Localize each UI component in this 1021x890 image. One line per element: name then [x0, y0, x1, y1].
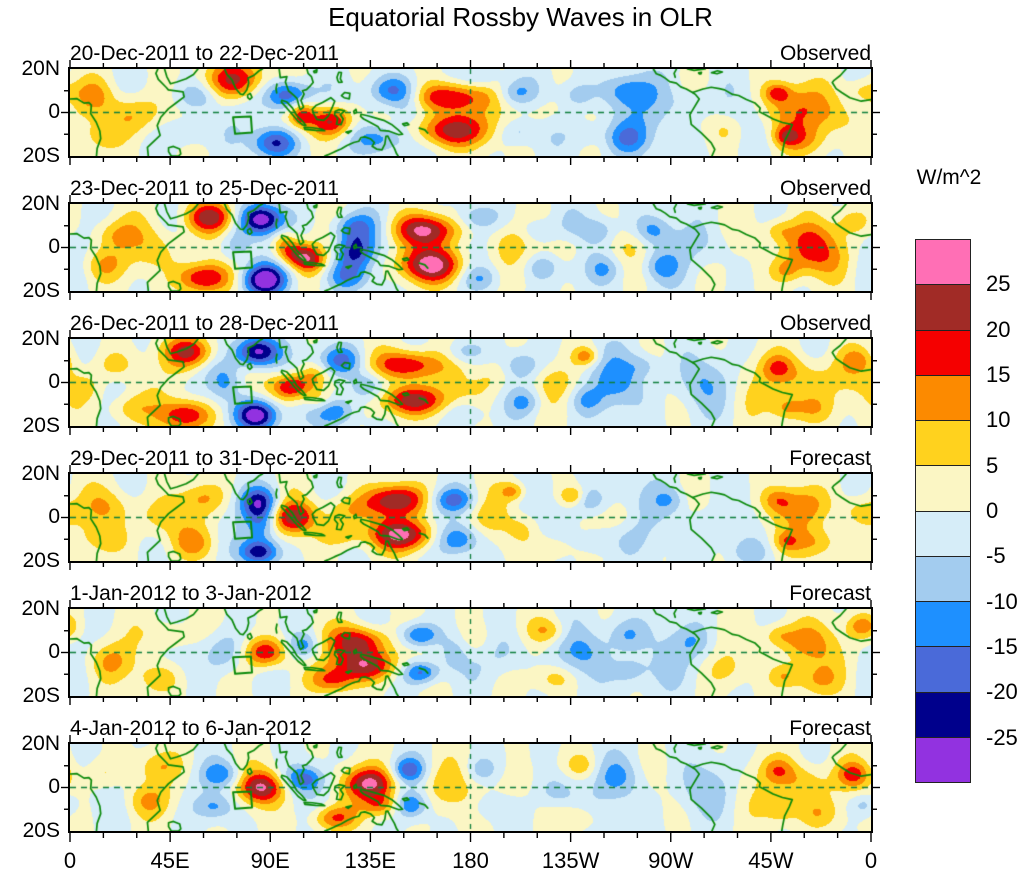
map-panel-6: 4-Jan-2012 to 6-Jan-2012 Forecast 20N 0 … — [0, 717, 1021, 842]
colorbar-cell — [915, 374, 971, 421]
date-range-label: 20-Dec-2011 to 22-Dec-2011 — [70, 42, 339, 65]
y-axis-label-0: 0 — [48, 370, 60, 393]
colorbar-tick-label: -10 — [986, 588, 1018, 614]
y-axis-label-20n: 20N — [21, 462, 60, 485]
colorbar-tick-label: 25 — [986, 271, 1011, 297]
y-axis-label-0: 0 — [48, 775, 60, 798]
colorbar-cell — [915, 284, 971, 331]
date-range-label: 26-Dec-2011 to 28-Dec-2011 — [70, 312, 339, 335]
y-axis-label-0: 0 — [48, 235, 60, 258]
x-axis-tick-label: 45W — [748, 848, 794, 873]
x-axis-tick-label: 90E — [250, 848, 290, 873]
x-axis-tick-label: 90W — [648, 848, 694, 873]
date-range-label: 1-Jan-2012 to 3-Jan-2012 — [70, 582, 312, 605]
colorbar-cell — [915, 420, 971, 467]
map-canvas — [70, 744, 871, 831]
colorbar-tick-label: -25 — [986, 724, 1018, 750]
colorbar-tick-label: -5 — [986, 543, 1006, 569]
y-axis-label-0: 0 — [48, 505, 60, 528]
y-axis-label-20s: 20S — [22, 414, 60, 437]
y-axis-label-20s: 20S — [22, 549, 60, 572]
y-axis-label-20s: 20S — [22, 279, 60, 302]
x-axis-tick-label: 45E — [150, 848, 190, 873]
date-range-label: 23-Dec-2011 to 25-Dec-2011 — [70, 177, 339, 200]
x-axis-tick-label: 0 — [63, 848, 77, 873]
colorbar-cell — [915, 329, 971, 376]
colorbar-cell — [915, 736, 971, 783]
x-axis-tick-label: 0 — [864, 848, 878, 873]
colorbar-cell — [915, 510, 971, 557]
map-canvas — [70, 69, 871, 156]
chart-title: Equatorial Rossby Waves in OLR — [328, 2, 713, 32]
map-panel-2: 23-Dec-2011 to 25-Dec-2011 Observed 20N … — [0, 177, 1021, 302]
status-label: Observed — [779, 177, 871, 200]
date-range-label: 4-Jan-2012 to 6-Jan-2012 — [70, 717, 312, 740]
colorbar-tick-label: -15 — [986, 634, 1018, 659]
status-label: Forecast — [789, 717, 871, 740]
colorbar-cell — [915, 646, 971, 693]
map-canvas — [70, 339, 871, 426]
status-label: Observed — [779, 42, 871, 65]
map-canvas — [70, 474, 871, 561]
status-label: Observed — [779, 312, 871, 335]
colorbar-tick-label: 10 — [986, 407, 1011, 433]
y-axis-label-0: 0 — [48, 100, 60, 123]
map-panel-4: 29-Dec-2011 to 31-Dec-2011 Forecast 20N … — [0, 447, 1021, 572]
map-canvas — [70, 204, 871, 291]
y-axis-label-20s: 20S — [22, 684, 60, 707]
colorbar-tick-label: -20 — [986, 679, 1018, 705]
map-panel-3: 26-Dec-2011 to 28-Dec-2011 Observed 20N … — [0, 312, 1021, 437]
colorbar-tick-label: 0 — [986, 498, 999, 523]
y-axis-label-20n: 20N — [21, 597, 60, 620]
colorbar-tick-label: 20 — [986, 316, 1011, 342]
colorbar-tick-label: 5 — [986, 452, 999, 478]
colorbar-cell — [915, 555, 971, 602]
y-axis-label-0: 0 — [48, 640, 60, 663]
y-axis-label-20n: 20N — [21, 327, 60, 350]
x-axis-tick-label: 135W — [541, 848, 600, 873]
y-axis-label-20n: 20N — [21, 732, 60, 755]
status-label: Forecast — [789, 582, 871, 605]
colorbar-cell — [915, 465, 971, 512]
colorbar-cell — [915, 239, 971, 286]
date-range-label: 29-Dec-2011 to 31-Dec-2011 — [70, 447, 339, 470]
status-label: Forecast — [789, 447, 871, 470]
colorbar-cell — [915, 691, 971, 738]
colorbar-unit-label: W/m^2 — [916, 166, 982, 189]
map-panel-5: 1-Jan-2012 to 3-Jan-2012 Forecast 20N 0 … — [0, 582, 1021, 707]
colorbar-tick-label: 15 — [986, 362, 1011, 387]
map-canvas — [70, 609, 871, 696]
y-axis-label-20n: 20N — [21, 57, 60, 80]
colorbar — [915, 239, 971, 783]
y-axis-label-20n: 20N — [21, 192, 60, 215]
x-axis-tick-label: 180 — [452, 848, 489, 873]
y-axis-label-20s: 20S — [22, 144, 60, 167]
y-axis-label-20s: 20S — [22, 819, 60, 842]
map-panel-1: 20-Dec-2011 to 22-Dec-2011 Observed 20N … — [0, 42, 1021, 167]
colorbar-cell — [915, 601, 971, 648]
x-axis-tick-label: 135E — [344, 848, 397, 873]
